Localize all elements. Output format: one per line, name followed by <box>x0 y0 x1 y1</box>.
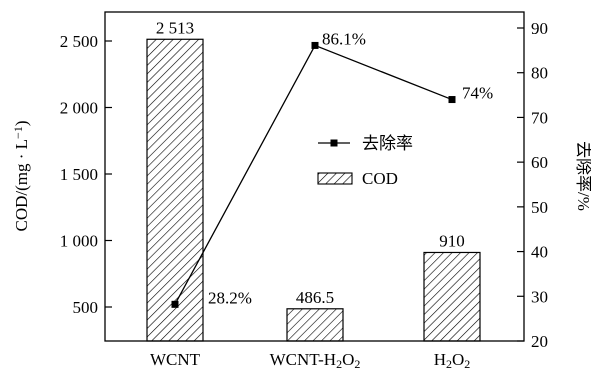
bar-value-label: 2 513 <box>156 18 194 37</box>
x-axis-categories: WCNT WCNT-H2O2 H2O2 <box>150 350 470 371</box>
category-label-part: H <box>434 350 446 369</box>
removal-rate-marker <box>171 300 179 308</box>
removal-rate-marker <box>448 96 456 104</box>
right-tick-label: 60 <box>531 153 548 172</box>
right-tick-label: 30 <box>531 287 548 306</box>
left-axis-title-part: −1 <box>11 126 25 139</box>
right-axis: 20 30 40 50 60 70 80 90 <box>517 19 548 351</box>
left-axis-title-part: ) <box>12 121 31 127</box>
legend-label-removal-rate: 去除率 <box>362 134 413 153</box>
right-tick-label: 90 <box>531 19 548 38</box>
left-tick-label: 2 500 <box>60 32 98 51</box>
category-label-part: O <box>342 350 354 369</box>
category-label-part: WCNT <box>150 350 201 369</box>
plot-frame <box>104 11 525 342</box>
right-tick-label: 40 <box>531 243 548 262</box>
removal-rate-marker <box>311 41 319 49</box>
category-label-part: WCNT-H <box>270 350 336 369</box>
left-axis: 500 1 000 1 500 2 000 2 500 <box>60 32 112 317</box>
category-label-part: O <box>452 350 464 369</box>
category-label-part: 2 <box>464 357 470 371</box>
right-tick-label: 20 <box>531 332 548 351</box>
left-tick-label: 1 500 <box>60 165 98 184</box>
legend-hatch-symbol <box>317 172 353 185</box>
right-tick-label: 50 <box>531 198 548 217</box>
bar-cod <box>423 251 481 342</box>
removal-rate-label: 28.2% <box>208 288 252 307</box>
bar-value-label: 910 <box>439 231 465 250</box>
bar-cod <box>146 38 204 342</box>
axis-titles: COD/(mg · L−1) 去除率/% <box>11 121 591 232</box>
category-label: WCNT <box>150 350 201 369</box>
left-axis-title: COD/(mg · L−1) <box>11 121 31 232</box>
left-axis-title-part: COD/(mg · L <box>12 139 31 232</box>
bar-cod <box>286 308 344 342</box>
left-tick-label: 1 000 <box>60 232 98 251</box>
legend-label-cod: COD <box>362 169 398 188</box>
legend-marker-symbol <box>330 139 338 147</box>
left-tick-label: 500 <box>73 298 99 317</box>
removal-rate-label: 74% <box>462 84 493 103</box>
category-label-part: 2 <box>336 357 342 371</box>
legend: 去除率 COD <box>317 134 413 188</box>
bars-layer <box>146 38 481 342</box>
right-tick-label: 70 <box>531 108 548 127</box>
data-labels: 2 513 486.5 910 28.2% 86.1% 74% <box>156 18 493 307</box>
removal-rate-line <box>174 44 453 305</box>
line-layer <box>171 41 456 308</box>
right-tick-label: 80 <box>531 64 548 83</box>
category-label: H2O2 <box>434 350 471 371</box>
right-axis-title: 去除率/% <box>574 141 591 211</box>
bar-value-label: 486.5 <box>296 288 334 307</box>
category-label-part: 2 <box>354 357 360 371</box>
removal-rate-label: 86.1% <box>322 29 366 48</box>
category-label-part: 2 <box>446 357 452 371</box>
category-label: WCNT-H2O2 <box>270 350 361 371</box>
left-tick-label: 2 000 <box>60 99 98 118</box>
